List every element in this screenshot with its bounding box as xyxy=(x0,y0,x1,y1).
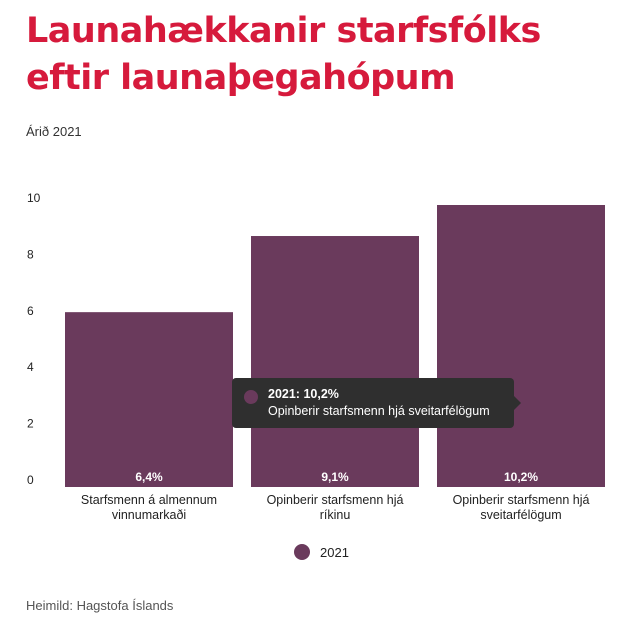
y-tick-label: 2 xyxy=(27,417,34,431)
y-tick-label: 10 xyxy=(27,191,41,205)
legend[interactable]: 2021 xyxy=(0,544,643,560)
category-label-2: Opinberir starfsmenn hjá ríkinu xyxy=(267,493,404,522)
y-tick-label: 6 xyxy=(27,304,34,318)
tooltip-series-dot xyxy=(244,390,258,404)
y-tick-label: 8 xyxy=(27,247,34,261)
category-label-1: Starfsmenn á almennum vinnumarkaði xyxy=(81,493,217,522)
tooltip-text: Opinberir starfsmenn hjá sveitarfélögum xyxy=(268,404,490,418)
chart-title: Launahækkanir starfsfólks eftir launaþeg… xyxy=(26,11,541,98)
data-label-3: 10,2% xyxy=(504,470,538,484)
bars xyxy=(65,205,605,487)
bar-1[interactable] xyxy=(65,312,233,487)
bar-3[interactable] xyxy=(437,205,605,487)
data-label-1: 6,4% xyxy=(135,470,163,484)
y-tick-label: 0 xyxy=(27,473,34,487)
legend-swatch-2021 xyxy=(294,544,311,560)
source-note: Heimild: Hagstofa Íslands xyxy=(26,598,174,613)
tooltip-heading: 2021: 10,2% xyxy=(268,387,339,401)
chart-subtitle: Árið 2021 xyxy=(26,124,82,139)
y-tick-label: 4 xyxy=(27,360,34,374)
bar-2[interactable] xyxy=(251,236,419,487)
y-axis-ticks: 0 2 4 6 8 10 xyxy=(27,191,41,487)
legend-label-2021: 2021 xyxy=(320,544,349,560)
category-labels: Starfsmenn á almennum vinnumarkaði Opinber… xyxy=(81,493,590,522)
data-labels: 6,4% 9,1% 10,2% xyxy=(135,470,538,484)
tooltip: 2021: 10,2% Opinberir starfsmenn hjá sve… xyxy=(232,378,521,428)
data-label-2: 9,1% xyxy=(321,470,349,484)
category-label-3: Opinberir starfsmenn hjá sveitarfélögum xyxy=(453,493,590,522)
bar-chart: 0 2 4 6 8 10 6,4% 9,1% 10,2% Starfsmenn á almen… xyxy=(27,191,605,522)
